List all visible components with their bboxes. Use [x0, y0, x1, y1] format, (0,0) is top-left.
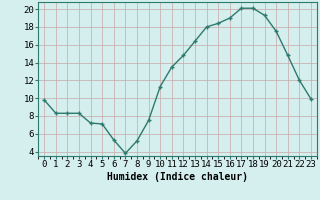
X-axis label: Humidex (Indice chaleur): Humidex (Indice chaleur) — [107, 172, 248, 182]
